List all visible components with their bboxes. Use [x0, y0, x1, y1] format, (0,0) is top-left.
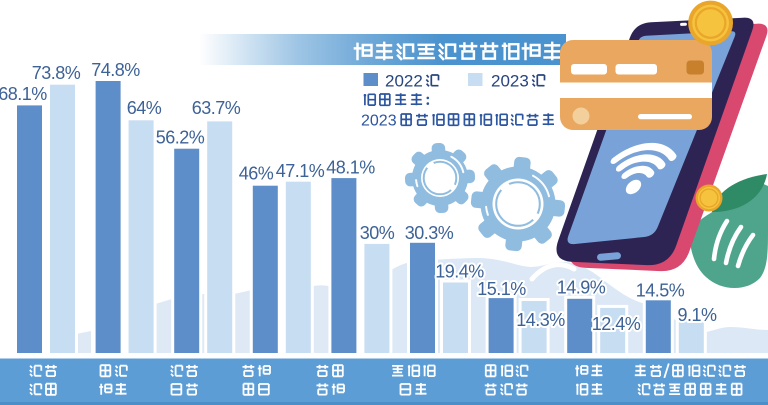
- svg-text:14.9%: 14.9%: [557, 278, 606, 298]
- svg-text:30%: 30%: [360, 223, 395, 243]
- svg-text:47.1%: 47.1%: [276, 161, 325, 181]
- svg-text:14.5%: 14.5%: [636, 281, 685, 301]
- svg-text:56.2%: 56.2%: [156, 128, 205, 148]
- svg-text:73.8%: 73.8%: [32, 63, 81, 83]
- svg-text:2022: 2022: [385, 72, 423, 91]
- svg-text:64%: 64%: [127, 98, 162, 118]
- svg-text:15.1%: 15.1%: [477, 279, 526, 299]
- svg-text:63.7%: 63.7%: [192, 98, 241, 118]
- svg-text:14.3%: 14.3%: [516, 310, 565, 330]
- svg-text:12.4%: 12.4%: [592, 314, 641, 334]
- svg-text:9.1%: 9.1%: [677, 305, 717, 325]
- svg-text:30.3%: 30.3%: [405, 223, 454, 243]
- svg-text:19.4%: 19.4%: [435, 262, 484, 282]
- svg-text:2023: 2023: [361, 113, 397, 130]
- svg-text:74.8%: 74.8%: [91, 60, 140, 80]
- svg-text:2023: 2023: [491, 72, 529, 91]
- svg-text:48.1%: 48.1%: [326, 158, 375, 178]
- svg-text:46%: 46%: [239, 164, 274, 184]
- svg-text:68.1%: 68.1%: [0, 84, 47, 104]
